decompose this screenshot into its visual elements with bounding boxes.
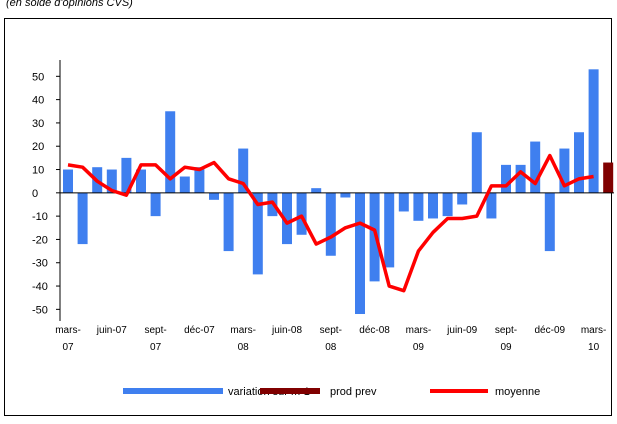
x-tick-label: mars-09: [406, 325, 432, 353]
bar: [194, 167, 205, 193]
bar: [63, 169, 73, 193]
x-tick-label: juin-09: [446, 325, 477, 336]
y-tick-label: -40: [32, 281, 48, 293]
x-tick-label: déc-09: [535, 325, 566, 336]
x-tick-label: sept-09: [495, 325, 517, 353]
bar: [209, 192, 219, 200]
x-tick-label: déc-08: [359, 325, 390, 336]
x-tick-label: juin-08: [271, 325, 302, 336]
bar: [252, 192, 263, 275]
bar: [515, 164, 526, 193]
legend-label: prod prev: [330, 386, 377, 398]
x-tick-label: mars-08: [230, 325, 256, 353]
bar: [471, 132, 482, 193]
bar: [325, 192, 336, 256]
bar: [179, 176, 190, 193]
bar: [150, 192, 161, 217]
legend-label: moyenne: [495, 386, 540, 398]
bar: [457, 192, 468, 205]
bar: [340, 192, 351, 198]
bar: [238, 148, 249, 193]
bar: [398, 192, 409, 212]
bar: [574, 132, 584, 193]
bar: [136, 169, 146, 193]
bar: [384, 192, 395, 268]
line: [67, 153, 594, 293]
bar: [223, 192, 234, 252]
chart-frame: [4, 18, 612, 416]
y-tick-label: -20: [32, 234, 48, 246]
legend-swatch: [123, 388, 223, 394]
bar: [165, 111, 176, 193]
bar: [559, 148, 570, 193]
x-tick-label: juin-07: [96, 325, 127, 336]
bar: [501, 164, 511, 193]
legend-swatch: [260, 388, 320, 394]
bar: [77, 192, 88, 245]
y-tick-label: -10: [32, 211, 48, 223]
bar: [486, 192, 497, 219]
y-tick-label: 40: [32, 95, 44, 107]
bar: [121, 157, 132, 193]
y-tick-label: -50: [32, 304, 48, 316]
bar: [530, 141, 541, 193]
bar: [588, 69, 599, 193]
bar: [428, 192, 438, 219]
bar: [296, 192, 307, 235]
y-tick-label: -30: [32, 258, 48, 270]
y-tick-label: 0: [32, 188, 38, 200]
y-tick-label: 50: [32, 71, 44, 83]
bar: [442, 192, 453, 217]
bar: [603, 162, 614, 193]
y-tick-label: 30: [32, 118, 44, 130]
bar: [282, 192, 292, 245]
x-tick-label: sept-07: [144, 325, 166, 353]
bar: [355, 192, 365, 315]
chart-subtitle: (en solde d'opinions CVS): [6, 0, 133, 9]
x-tick-label: sept-08: [320, 325, 342, 353]
bar: [369, 192, 380, 282]
x-tick-label: déc-07: [184, 325, 215, 336]
bar: [413, 192, 424, 221]
y-tick-label: 20: [32, 141, 44, 153]
x-tick-label: mars-07: [55, 325, 81, 353]
x-tick-label: mars-10: [581, 325, 607, 353]
bar: [544, 192, 555, 252]
bar: [311, 188, 322, 193]
bar: [106, 169, 117, 193]
y-tick-label: 10: [32, 165, 44, 177]
